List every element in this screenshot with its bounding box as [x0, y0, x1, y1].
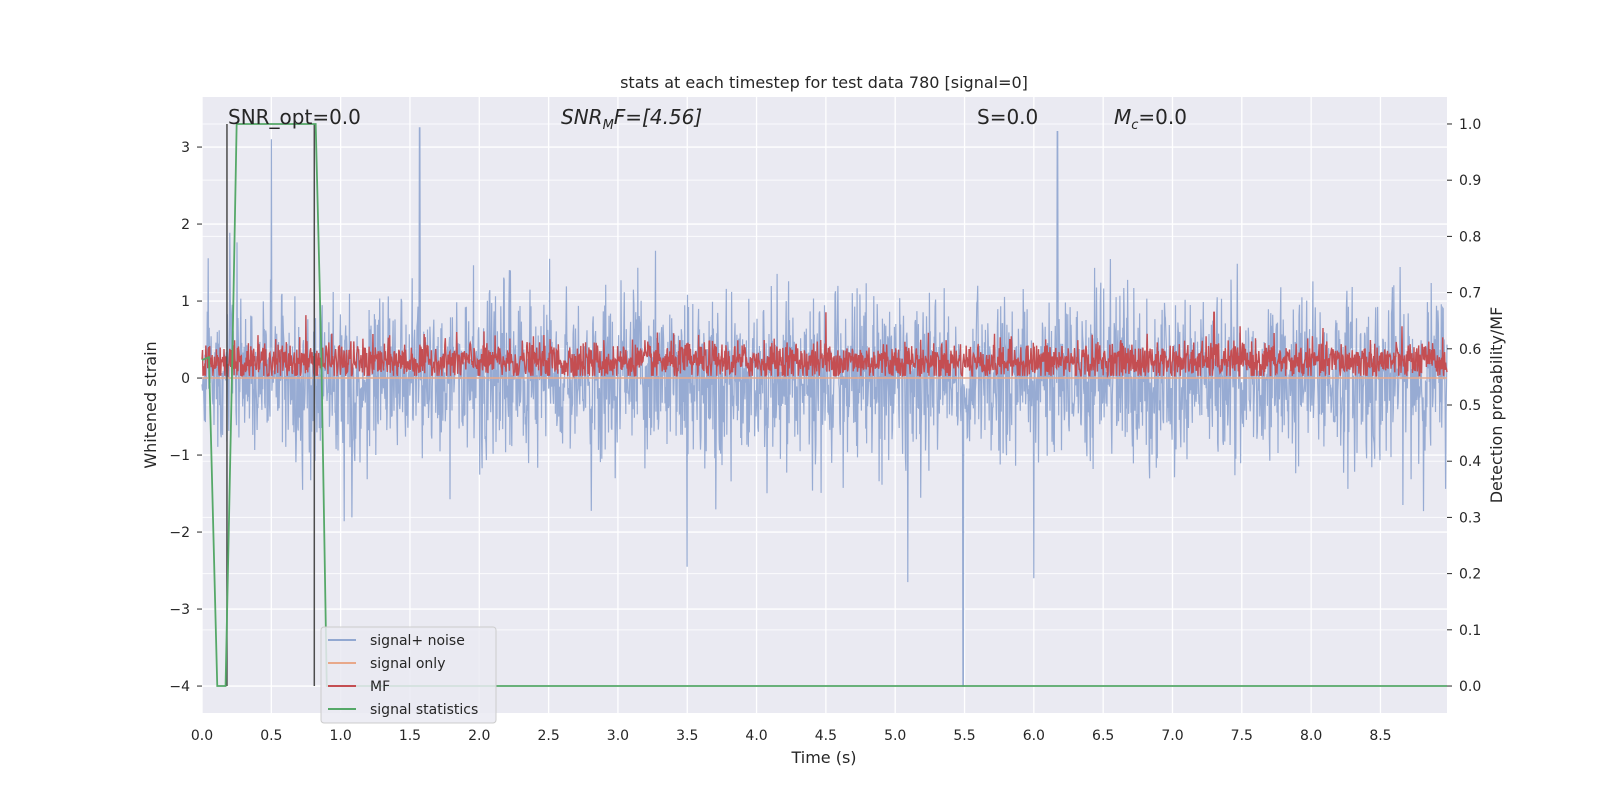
y-tick-label-right: 0.3 [1459, 510, 1481, 526]
annotation-mc-rest: =0.0 [1138, 105, 1187, 129]
y-tick-labels-right: 1.0 0.9 0.8 0.7 0.6 0.5 0.4 0.3 0.2 0.1 0.0 [1447, 117, 1481, 695]
y-tick-label-left: 2 [181, 217, 190, 233]
annotation-mc: Mc=0.0 [1114, 105, 1187, 133]
y-tick-label-right: 0.0 [1459, 679, 1481, 695]
x-tick-label: 4.0 [745, 728, 767, 744]
y-tick-label-right: 0.7 [1459, 286, 1481, 302]
x-tick-label: 8.0 [1300, 728, 1322, 744]
annotation-mc-base: M [1114, 105, 1131, 129]
annotation-snr-mf-sub: M [603, 118, 614, 133]
y-tick-label-right: 1.0 [1459, 117, 1481, 133]
y-tick-label-left: −1 [169, 448, 190, 464]
x-axis-label: Time (s) [790, 748, 856, 767]
legend-label-signal-noise: signal+ noise [370, 633, 465, 649]
x-tick-labels: 0.0 0.5 1.0 1.5 2.0 2.5 3.0 3.5 4.0 4.5 5.0 5.5 6.0 6… [191, 728, 1392, 744]
y-tick-label-left: 0 [181, 371, 190, 387]
y-tick-label-right: 0.4 [1459, 454, 1481, 470]
annotation-mc-sub: c [1131, 118, 1138, 133]
x-tick-label: 1.0 [330, 728, 352, 744]
x-tick-label: 5.0 [884, 728, 906, 744]
legend-label-mf: MF [370, 679, 390, 695]
y-axis-label-right: Detection probability/MF [1487, 307, 1506, 504]
y-tick-label-right: 0.5 [1459, 398, 1481, 414]
x-tick-label: 6.5 [1092, 728, 1114, 744]
y-tick-label-right: 0.2 [1459, 567, 1481, 583]
series-layer [201, 123, 1448, 687]
x-tick-label: 2.5 [537, 728, 559, 744]
annotation-snr-mf-base: SNR [561, 105, 603, 129]
x-tick-label: 0.5 [260, 728, 282, 744]
legend-box [320, 626, 497, 724]
y-tick-label-left: −2 [169, 525, 190, 541]
y-tick-label-left: 3 [181, 140, 190, 156]
y-tick-labels-left: 3 2 1 0 −1 −2 −3 −4 [169, 140, 202, 695]
annotation-s: S=0.0 [977, 105, 1038, 129]
y-tick-label-right: 0.1 [1459, 623, 1481, 639]
y-tick-label-left: −4 [169, 679, 190, 695]
x-tick-label: 0.0 [191, 728, 213, 744]
y-tick-label-left: −3 [169, 602, 190, 618]
annotation-snr-opt: SNR_opt=0.0 [228, 105, 361, 129]
x-tick-label: 7.0 [1161, 728, 1183, 744]
legend-label-signal-statistics: signal statistics [370, 702, 478, 718]
annotation-snr-mf-rest: F=[4.56] [614, 105, 702, 129]
x-tick-label: 1.5 [399, 728, 421, 744]
x-tick-label: 3.0 [607, 728, 629, 744]
y-axis-label-left: Whitened strain [141, 341, 160, 468]
x-tick-label: 3.5 [676, 728, 698, 744]
x-tick-label: 5.5 [953, 728, 975, 744]
y-tick-label-left: 1 [181, 294, 190, 310]
legend-label-signal-only: signal only [370, 656, 445, 672]
annotation-snr-mf: SNRMF=[4.56] [561, 105, 702, 133]
x-tick-label: 2.0 [468, 728, 490, 744]
series-mf-line [201, 311, 1448, 379]
y-tick-label-right: 0.6 [1459, 342, 1481, 358]
x-tick-label: 6.0 [1023, 728, 1045, 744]
x-tick-label: 4.5 [815, 728, 837, 744]
x-tick-label: 8.5 [1369, 728, 1391, 744]
legend: signal+ noise signal only MF signal stat… [320, 626, 497, 724]
y-tick-label-right: 0.9 [1459, 173, 1481, 189]
y-tick-label-right: 0.8 [1459, 229, 1481, 245]
chart-title: stats at each timestep for test data 780… [620, 73, 1028, 92]
series-signal-statistics-line [201, 123, 1447, 687]
x-tick-label: 7.5 [1231, 728, 1253, 744]
